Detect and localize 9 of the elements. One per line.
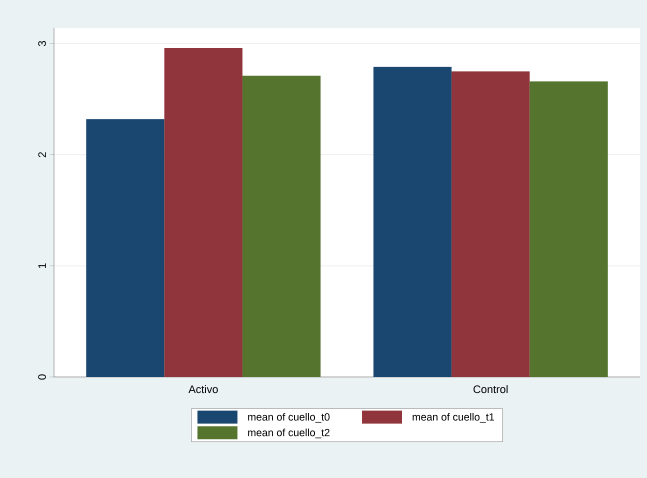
- legend-label: mean of cuello_t2: [248, 428, 330, 438]
- x-tick-label: Activo: [188, 385, 218, 394]
- y-tick-label: 2: [38, 152, 46, 158]
- x-tick-label: Control: [474, 385, 508, 394]
- y-tick-label: 3: [38, 40, 46, 46]
- legend-label: mean of cuello_t0: [248, 412, 330, 423]
- legend-label: mean of cuello_t1: [412, 412, 494, 423]
- y-tick-label: 1: [38, 263, 46, 268]
- y-tick-label: 0: [38, 374, 46, 380]
